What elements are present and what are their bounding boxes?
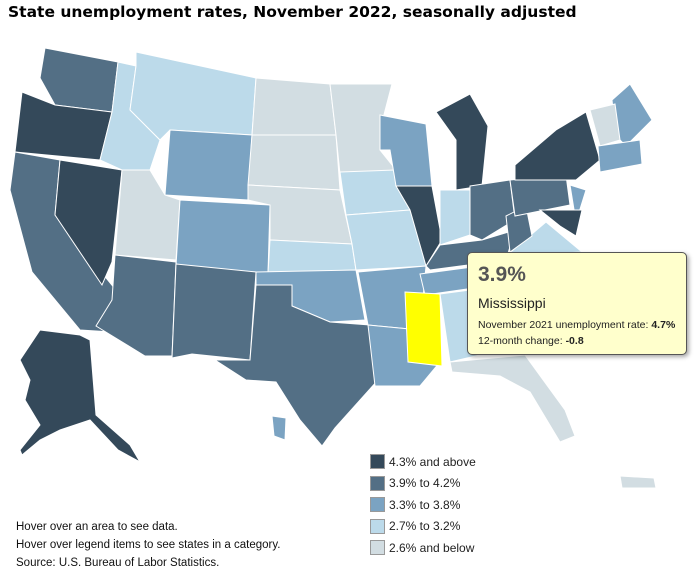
- state-michigan[interactable]: [435, 93, 489, 191]
- legend-item[interactable]: 3.9% to 4.2%: [370, 473, 476, 495]
- legend-label: 3.3% to 3.8%: [389, 497, 461, 512]
- legend-swatch: [370, 497, 385, 513]
- state-vermont-new-hampshire[interactable]: [589, 103, 621, 147]
- state-texas[interactable]: [213, 284, 379, 447]
- state-wyoming[interactable]: [164, 129, 253, 201]
- state-montana[interactable]: [129, 51, 257, 141]
- map-title: State unemployment rates, November 2022,…: [8, 3, 577, 21]
- state-south-dakota[interactable]: [247, 134, 341, 191]
- legend: 4.3% and above 3.9% to 4.2% 3.3% to 3.8%…: [370, 451, 476, 559]
- state-maryland-delaware[interactable]: [538, 209, 583, 237]
- state-hawaii[interactable]: [271, 415, 287, 441]
- state-north-dakota[interactable]: [251, 77, 337, 136]
- legend-item[interactable]: 4.3% and above: [370, 451, 476, 473]
- state-massachusetts-connecticut[interactable]: [597, 139, 643, 173]
- state-new-mexico[interactable]: [171, 263, 257, 361]
- prior-label: November 2021 unemployment rate:: [478, 319, 652, 331]
- legend-label: 2.7% to 3.2%: [389, 519, 461, 534]
- state-new-york[interactable]: [514, 111, 601, 181]
- note-hover-legend: Hover over legend items to see states in…: [16, 539, 281, 551]
- legend-item[interactable]: 2.7% to 3.2%: [370, 516, 476, 538]
- source-note: Source: U.S. Bureau of Labor Statistics.: [16, 557, 220, 569]
- tooltip-rate: 3.9%: [478, 263, 526, 286]
- legend-swatch: [370, 475, 385, 491]
- state-ohio[interactable]: [469, 179, 516, 241]
- state-tooltip: 3.9% Mississippi November 2021 unemploym…: [467, 252, 687, 355]
- state-florida[interactable]: [449, 354, 576, 443]
- note-hover-area: Hover over an area to see data.: [16, 521, 178, 533]
- change-label: 12-month change:: [478, 335, 566, 347]
- state-new-jersey[interactable]: [569, 184, 587, 223]
- legend-item[interactable]: 2.6% and below: [370, 537, 476, 559]
- state-kansas[interactable]: [267, 239, 357, 274]
- state-mississippi[interactable]: [404, 291, 443, 367]
- tooltip-change: 12-month change: -0.8: [478, 335, 584, 347]
- state-illinois[interactable]: [395, 185, 443, 268]
- legend-swatch: [370, 540, 385, 556]
- legend-swatch: [370, 454, 385, 470]
- legend-label: 2.6% and below: [389, 540, 475, 555]
- prior-value: 4.7%: [651, 319, 676, 331]
- state-alaska[interactable]: [19, 329, 142, 464]
- state-puerto-rico[interactable]: [619, 475, 657, 489]
- state-minnesota[interactable]: [329, 83, 397, 175]
- legend-label: 3.9% to 4.2%: [389, 476, 461, 491]
- legend-swatch: [370, 518, 385, 534]
- change-value: -0.8: [565, 335, 584, 347]
- state-indiana[interactable]: [439, 189, 471, 246]
- notes: Hover over an area to see data. Hover ov…: [16, 518, 280, 572]
- tooltip-state: Mississippi: [478, 295, 546, 311]
- state-washington[interactable]: [39, 47, 119, 113]
- tooltip-prior-rate: November 2021 unemployment rate: 4.7%: [478, 319, 675, 331]
- legend-item[interactable]: 3.3% to 3.8%: [370, 494, 476, 516]
- state-colorado[interactable]: [175, 199, 271, 274]
- legend-label: 4.3% and above: [389, 454, 476, 469]
- state-nevada[interactable]: [54, 159, 123, 287]
- state-arizona[interactable]: [95, 254, 177, 357]
